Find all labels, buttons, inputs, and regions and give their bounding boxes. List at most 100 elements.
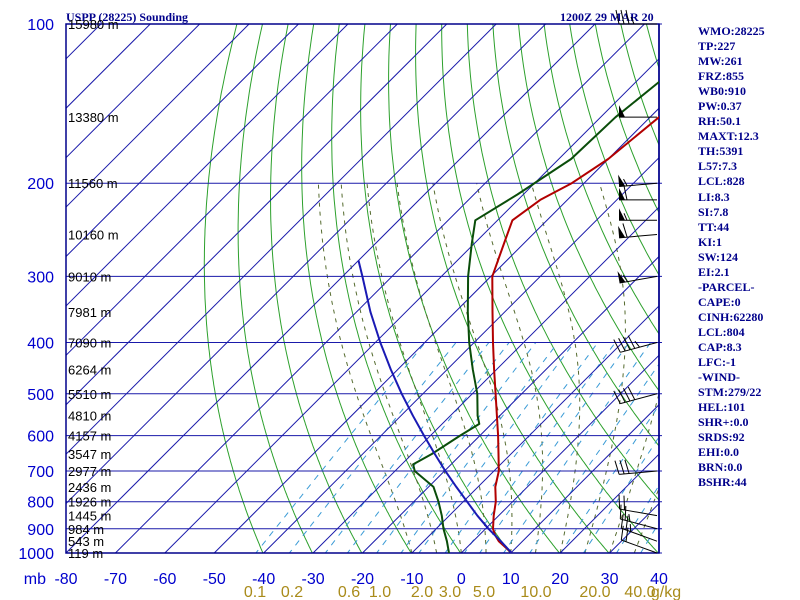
mixing-ratio-line	[615, 484, 659, 553]
isotherm	[263, 156, 659, 553]
mixing-ratio-line	[376, 342, 537, 553]
stat-line: MW:261	[698, 54, 743, 69]
stat-line: SRDS:92	[698, 430, 745, 445]
wind-barb	[618, 223, 658, 239]
isotherm	[115, 24, 645, 553]
height-label: 119 m	[68, 546, 103, 561]
wind-barb	[620, 513, 658, 542]
temperature-tick-label: -40	[252, 571, 275, 588]
stat-line: FRZ:855	[698, 69, 744, 84]
pressure-tick-label: 900	[27, 522, 54, 539]
mixing-ratio-label: 3.0	[439, 584, 461, 600]
pressure-tick-label: 600	[27, 429, 54, 446]
mixing-ratio-label: g/kg	[651, 584, 681, 600]
isotherm	[66, 24, 299, 258]
isotherm	[411, 305, 659, 553]
dry-adiabat	[466, 24, 659, 501]
mixing-ratio-lines	[255, 342, 659, 553]
wind-barb	[614, 459, 658, 475]
stat-line: TP:227	[698, 39, 736, 54]
temperature-tick-label: -30	[302, 571, 325, 588]
stat-line: SW:124	[698, 249, 739, 264]
stat-line: TT:44	[698, 219, 730, 234]
stat-line: PW:0.37	[698, 99, 742, 114]
dry-adiabat	[301, 24, 412, 553]
temperature-tick-label: 0	[457, 571, 466, 588]
pressure-tick-label: 500	[27, 387, 54, 404]
dry-adiabat	[795, 12, 800, 564]
stat-line: KI:1	[698, 234, 722, 249]
dry-adiabat	[441, 24, 659, 553]
height-label: 13380 m	[68, 110, 119, 125]
temperature-trace	[491, 115, 659, 553]
mixing-ratio-line	[288, 342, 457, 553]
wind-barb	[613, 386, 658, 405]
isotherm	[66, 24, 546, 505]
height-label: 984 m	[68, 522, 104, 537]
dry-adiabat	[270, 24, 363, 553]
grid	[65, 23, 662, 554]
height-label: 7090 m	[68, 335, 111, 350]
height-label: 10160 m	[68, 228, 119, 243]
wind-barb	[618, 174, 658, 188]
stat-line: BSHR:44	[698, 475, 747, 490]
stats-panel: WMO:28225 TP:227 MW:261 FRZ:855 WB0:910 PW:0.…	[698, 24, 765, 490]
dry-adiabat	[517, 24, 659, 392]
moist-adiabat	[366, 183, 462, 553]
isotherm	[66, 24, 448, 406]
height-label: 2436 m	[68, 480, 111, 495]
sounding-traces	[357, 80, 659, 553]
mixing-ratio-line	[529, 363, 659, 553]
isotherm	[362, 255, 659, 553]
pressure-tick-label: 100	[27, 17, 54, 34]
isotherm	[312, 206, 659, 553]
dry-adiabat	[415, 24, 610, 553]
height-label: 3547 m	[68, 447, 111, 462]
isotherm	[559, 453, 659, 553]
stat-line: SI:7.8	[698, 204, 729, 219]
stat-line: TH:5391	[698, 144, 744, 159]
wind-barb	[619, 504, 658, 530]
temperature-tick-label: 20	[551, 571, 569, 588]
wind-barb	[619, 105, 657, 118]
dry-adiabat	[331, 24, 462, 553]
mixing-ratio-line	[463, 342, 616, 553]
temperature-tick-label: 30	[601, 571, 619, 588]
isotherm	[66, 24, 250, 208]
height-label: 15980 m	[68, 17, 119, 32]
temperature-tick-label: -50	[203, 571, 226, 588]
wind-barb	[619, 185, 657, 201]
pressure-unit-label: mb	[24, 571, 46, 588]
stat-line: SHR+:0.0	[698, 415, 749, 430]
stat-line: WMO:28225	[698, 24, 765, 38]
stat-line: -PARCEL-	[698, 279, 755, 294]
height-label: 11560 m	[68, 176, 118, 191]
stat-line: LFC:-1	[698, 355, 736, 370]
height-label: 4157 m	[68, 429, 111, 444]
isotherm	[164, 58, 659, 553]
dry-adiabat	[388, 24, 561, 553]
mixing-ratio-line	[560, 404, 659, 553]
temperature-tick-label: -10	[400, 571, 423, 588]
wind-barbs	[613, 9, 658, 554]
dry-adiabat	[594, 24, 659, 214]
stat-line: RH:50.1	[698, 114, 741, 129]
dewpoint-trace	[412, 80, 659, 553]
stat-line: WB0:910	[698, 84, 746, 99]
mixing-ratio-label: 40.0	[624, 584, 655, 600]
stat-line: EI:2.1	[698, 264, 730, 279]
pressure-tick-label: 700	[27, 464, 54, 481]
height-label: 7981 m	[68, 305, 111, 320]
isotherm	[213, 107, 659, 553]
height-label: 1445 m	[68, 509, 111, 524]
wind-barb	[618, 494, 658, 517]
mixing-ratio-label: 0.2	[281, 584, 303, 600]
temperature-tick-label: 40	[650, 571, 668, 588]
mixing-ratio-line	[444, 342, 599, 553]
mixing-ratio-label: 1.0	[369, 584, 391, 600]
parcel-trace	[357, 260, 513, 553]
pressure-tick-label: 1000	[18, 546, 54, 563]
height-label: 2977 m	[68, 464, 111, 479]
